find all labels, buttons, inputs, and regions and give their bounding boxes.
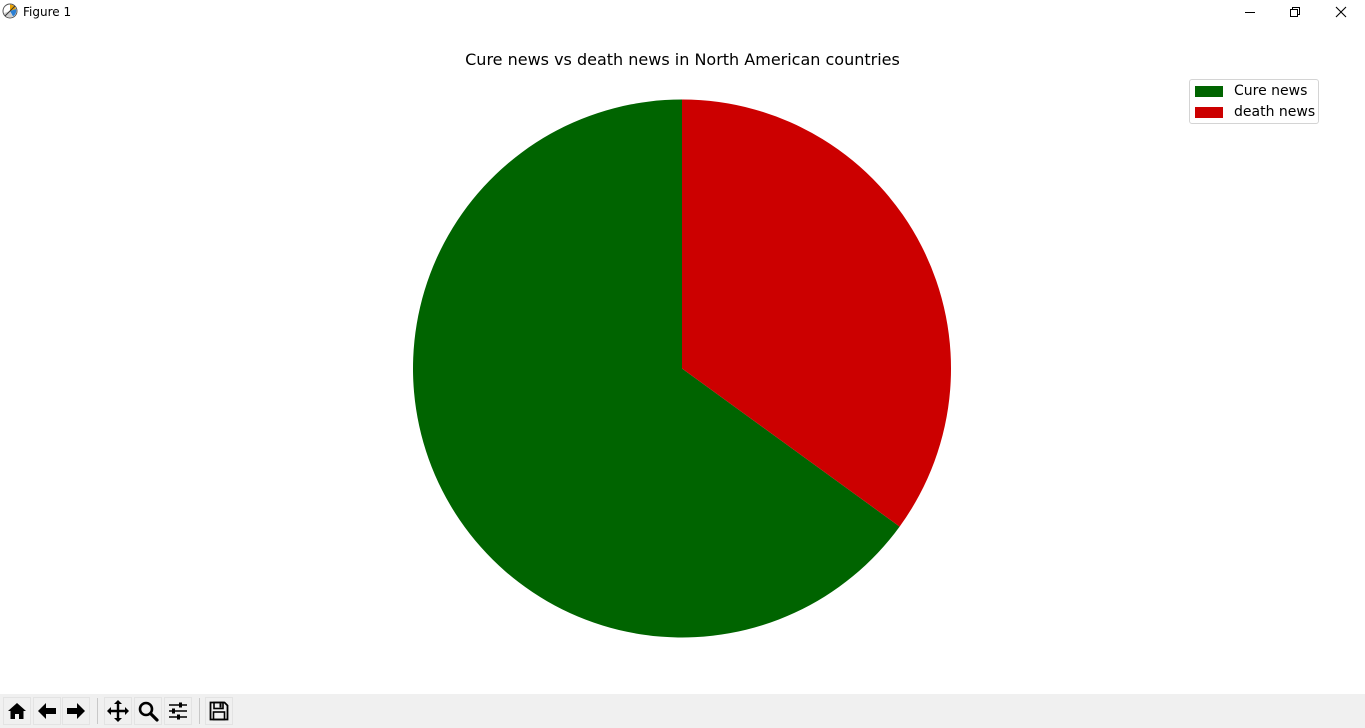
figure-canvas: Cure news vs death news in North America… bbox=[0, 24, 1365, 694]
close-button[interactable] bbox=[1318, 0, 1364, 24]
legend-label-cure-news: Cure news bbox=[1234, 83, 1308, 99]
pie-slice-death-news bbox=[682, 99, 952, 527]
pie-slice-cure-news bbox=[413, 99, 900, 638]
save-button[interactable] bbox=[205, 697, 233, 725]
app-icon bbox=[2, 3, 18, 19]
chart-title: Cure news vs death news in North America… bbox=[465, 50, 900, 69]
window-title: Figure 1 bbox=[23, 5, 72, 19]
restore-icon bbox=[1290, 7, 1300, 17]
minimize-icon bbox=[1245, 12, 1255, 13]
legend-swatch-death-news bbox=[1195, 106, 1223, 118]
pan-button[interactable] bbox=[104, 697, 132, 725]
forward-button[interactable] bbox=[62, 697, 90, 725]
home-icon bbox=[8, 703, 26, 719]
toolbar-separator bbox=[97, 698, 98, 724]
legend-label-death-news: death news bbox=[1234, 104, 1316, 120]
pie-chart bbox=[413, 99, 952, 638]
legend: Cure news death news bbox=[1189, 79, 1319, 124]
move-icon bbox=[107, 700, 129, 722]
legend-item-cure-news: Cure news bbox=[1195, 81, 1307, 101]
sliders-icon bbox=[169, 702, 187, 720]
legend-item-death-news: death news bbox=[1195, 102, 1315, 122]
toolbar-separator bbox=[199, 698, 200, 724]
back-button[interactable] bbox=[33, 697, 61, 725]
home-button[interactable] bbox=[3, 697, 31, 725]
arrow-right-icon bbox=[67, 703, 85, 719]
navigation-toolbar bbox=[0, 694, 1365, 728]
magnifier-icon bbox=[138, 701, 159, 722]
window-titlebar: Figure 1 bbox=[0, 0, 1365, 24]
arrow-left-icon bbox=[38, 703, 56, 719]
floppy-disk-icon bbox=[209, 701, 229, 721]
restore-button[interactable] bbox=[1272, 0, 1318, 24]
configure-subplots-button[interactable] bbox=[164, 697, 192, 725]
minimize-button[interactable] bbox=[1227, 0, 1273, 24]
close-icon bbox=[1335, 6, 1347, 18]
legend-swatch-cure-news bbox=[1195, 85, 1223, 97]
zoom-button[interactable] bbox=[134, 697, 162, 725]
